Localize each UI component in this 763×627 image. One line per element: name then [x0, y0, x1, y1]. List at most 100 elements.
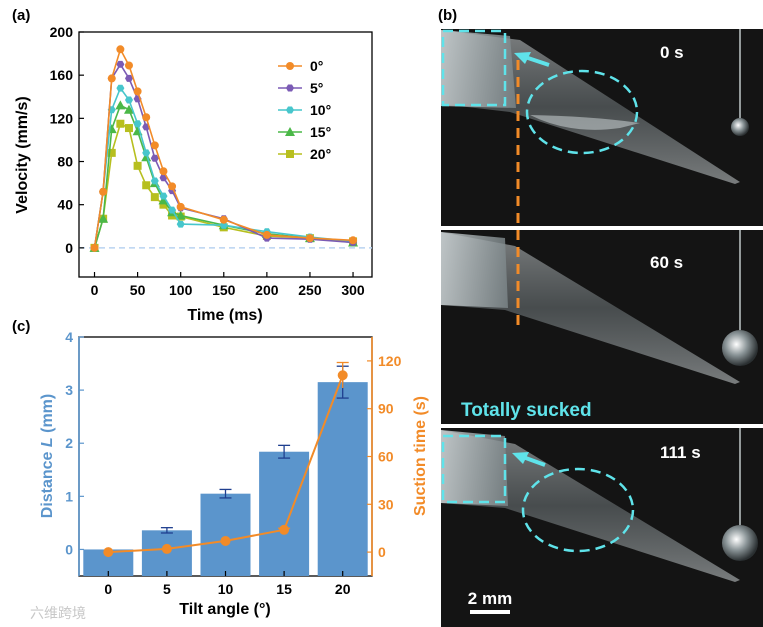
x-tick-label: 20	[335, 581, 351, 597]
data-point-c0	[107, 74, 116, 83]
data-point-c10	[219, 221, 228, 229]
photo-frame-111s: 111 s 2 mm	[441, 428, 763, 627]
data-point-c10	[133, 120, 142, 128]
tilt-angle-chart: 0 5 10 15 20 0 1 2 3 4 0 30 60 90 120 Tilt angle (°) D…	[39, 329, 429, 618]
left-y-tick-label: 1	[65, 488, 73, 504]
suction-point-5	[161, 543, 172, 554]
tilt-axis-ticks: 0 5 10 15 20 0 1 2 3 4 0 30 60 90 120	[65, 329, 401, 597]
left-y-tick-label: 2	[65, 435, 73, 451]
distance-y-axis-title: Distance L (mm)	[39, 394, 56, 518]
data-point-c0	[305, 234, 314, 243]
photo-frame-0s: 0 s	[441, 29, 763, 226]
distance-bar-20	[317, 382, 368, 576]
data-point-c0	[99, 187, 108, 196]
data-point-c20	[124, 124, 133, 133]
data-point-c10	[159, 192, 168, 200]
frame-time-111s: 111 s	[660, 443, 701, 462]
suction-y-axis-title: Suction time (s)	[412, 396, 429, 516]
x-tick-label: 0	[104, 581, 112, 597]
data-point-c20	[159, 200, 168, 209]
data-point-c0	[219, 215, 228, 224]
legend-label-c10: 10°	[310, 102, 331, 118]
data-point-c0	[168, 182, 177, 191]
panel-label-c: (c)	[12, 318, 30, 335]
data-point-c0	[90, 243, 99, 252]
data-point-c20	[116, 119, 125, 128]
data-point-c15	[123, 104, 134, 114]
data-point-c20	[142, 181, 151, 190]
velocity-y-axis-title: Velocity (mm/s)	[14, 96, 31, 213]
scale-bar-label: 2 mm	[468, 589, 512, 608]
frame-time-60s: 60 s	[650, 253, 683, 272]
data-point-c0	[262, 230, 271, 239]
panel-label-a: (a)	[12, 7, 30, 24]
x-tick-label: 300	[341, 282, 365, 298]
y-tick-label: 80	[57, 154, 73, 170]
legend-label-c0: 0°	[310, 58, 323, 74]
data-point-c10	[116, 84, 125, 92]
distance-label-unit: (mm)	[39, 394, 56, 438]
data-point-c10	[142, 149, 151, 157]
data-point-c0	[124, 61, 133, 70]
x-tick-label: 250	[298, 282, 322, 298]
suction-point-10	[220, 535, 231, 546]
data-point-c20	[133, 161, 142, 170]
left-y-tick-label: 3	[65, 382, 73, 398]
data-point-c0	[349, 236, 358, 245]
data-point-c10	[168, 206, 177, 214]
data-point-c15	[158, 195, 169, 205]
x-tick-label: 10	[218, 581, 234, 597]
velocity-plot-frame	[78, 31, 373, 278]
right-y-tick-label: 90	[378, 401, 394, 417]
legend-marker-c10	[286, 106, 294, 114]
data-point-c15	[98, 213, 109, 223]
data-point-c5	[116, 60, 125, 68]
totally-sucked-caption: Totally sucked	[461, 400, 592, 421]
velocity-legend: 0° 5° 10° 15° 20°	[278, 58, 331, 162]
legend-label-c15: 15°	[310, 124, 331, 140]
data-point-c10	[150, 177, 159, 185]
suction-point-20	[337, 370, 348, 381]
velocity-series	[89, 45, 359, 252]
right-y-tick-label: 120	[378, 353, 402, 369]
data-point-c0	[116, 45, 125, 54]
data-point-c15	[115, 100, 126, 110]
y-tick-label: 160	[50, 67, 74, 83]
data-point-c5	[150, 154, 159, 162]
distance-label-main: Distance	[39, 447, 56, 518]
data-point-c0	[176, 202, 185, 211]
suction-point-15	[279, 524, 290, 535]
data-point-c5	[125, 74, 133, 82]
x-tick-label: 150	[212, 282, 236, 298]
suction-time-series	[103, 361, 349, 558]
x-tick-label: 0	[91, 282, 99, 298]
legend-label-c5: 5°	[310, 80, 323, 96]
velocity-x-axis-title: Time (ms)	[187, 307, 262, 324]
x-tick-label: 100	[169, 282, 193, 298]
distance-bar-15	[259, 451, 310, 576]
data-point-c0	[159, 167, 168, 176]
velocity-axis-ticks: 0 50 100 150 200 250 300 0 40 80 120 160 200	[50, 24, 365, 298]
y-tick-label: 200	[50, 24, 74, 40]
right-y-tick-label: 60	[378, 449, 394, 465]
left-y-tick-label: 4	[65, 329, 73, 345]
tilt-x-axis-title: Tilt angle (°)	[179, 601, 270, 618]
y-tick-label: 120	[50, 110, 74, 126]
data-point-c20	[150, 193, 159, 202]
legend-marker-c0	[286, 62, 294, 70]
data-point-c10	[176, 220, 185, 228]
panel-label-b: (b)	[438, 7, 457, 24]
x-tick-label: 50	[130, 282, 146, 298]
x-tick-label: 5	[163, 581, 171, 597]
legend-marker-c20	[286, 150, 294, 158]
frame-time-0s: 0 s	[660, 43, 684, 62]
distance-bar-10	[200, 493, 251, 576]
right-y-tick-label: 0	[378, 544, 386, 560]
velocity-chart: 0 50 100 150 200 250 300 0 40 80 120 160 200 0° 5° 10°…	[14, 24, 373, 324]
legend-marker-c5	[286, 84, 294, 92]
series-c0	[90, 45, 358, 252]
x-tick-label: 200	[255, 282, 279, 298]
watermark: 六维跨境	[30, 605, 86, 621]
data-point-c10	[125, 96, 133, 104]
